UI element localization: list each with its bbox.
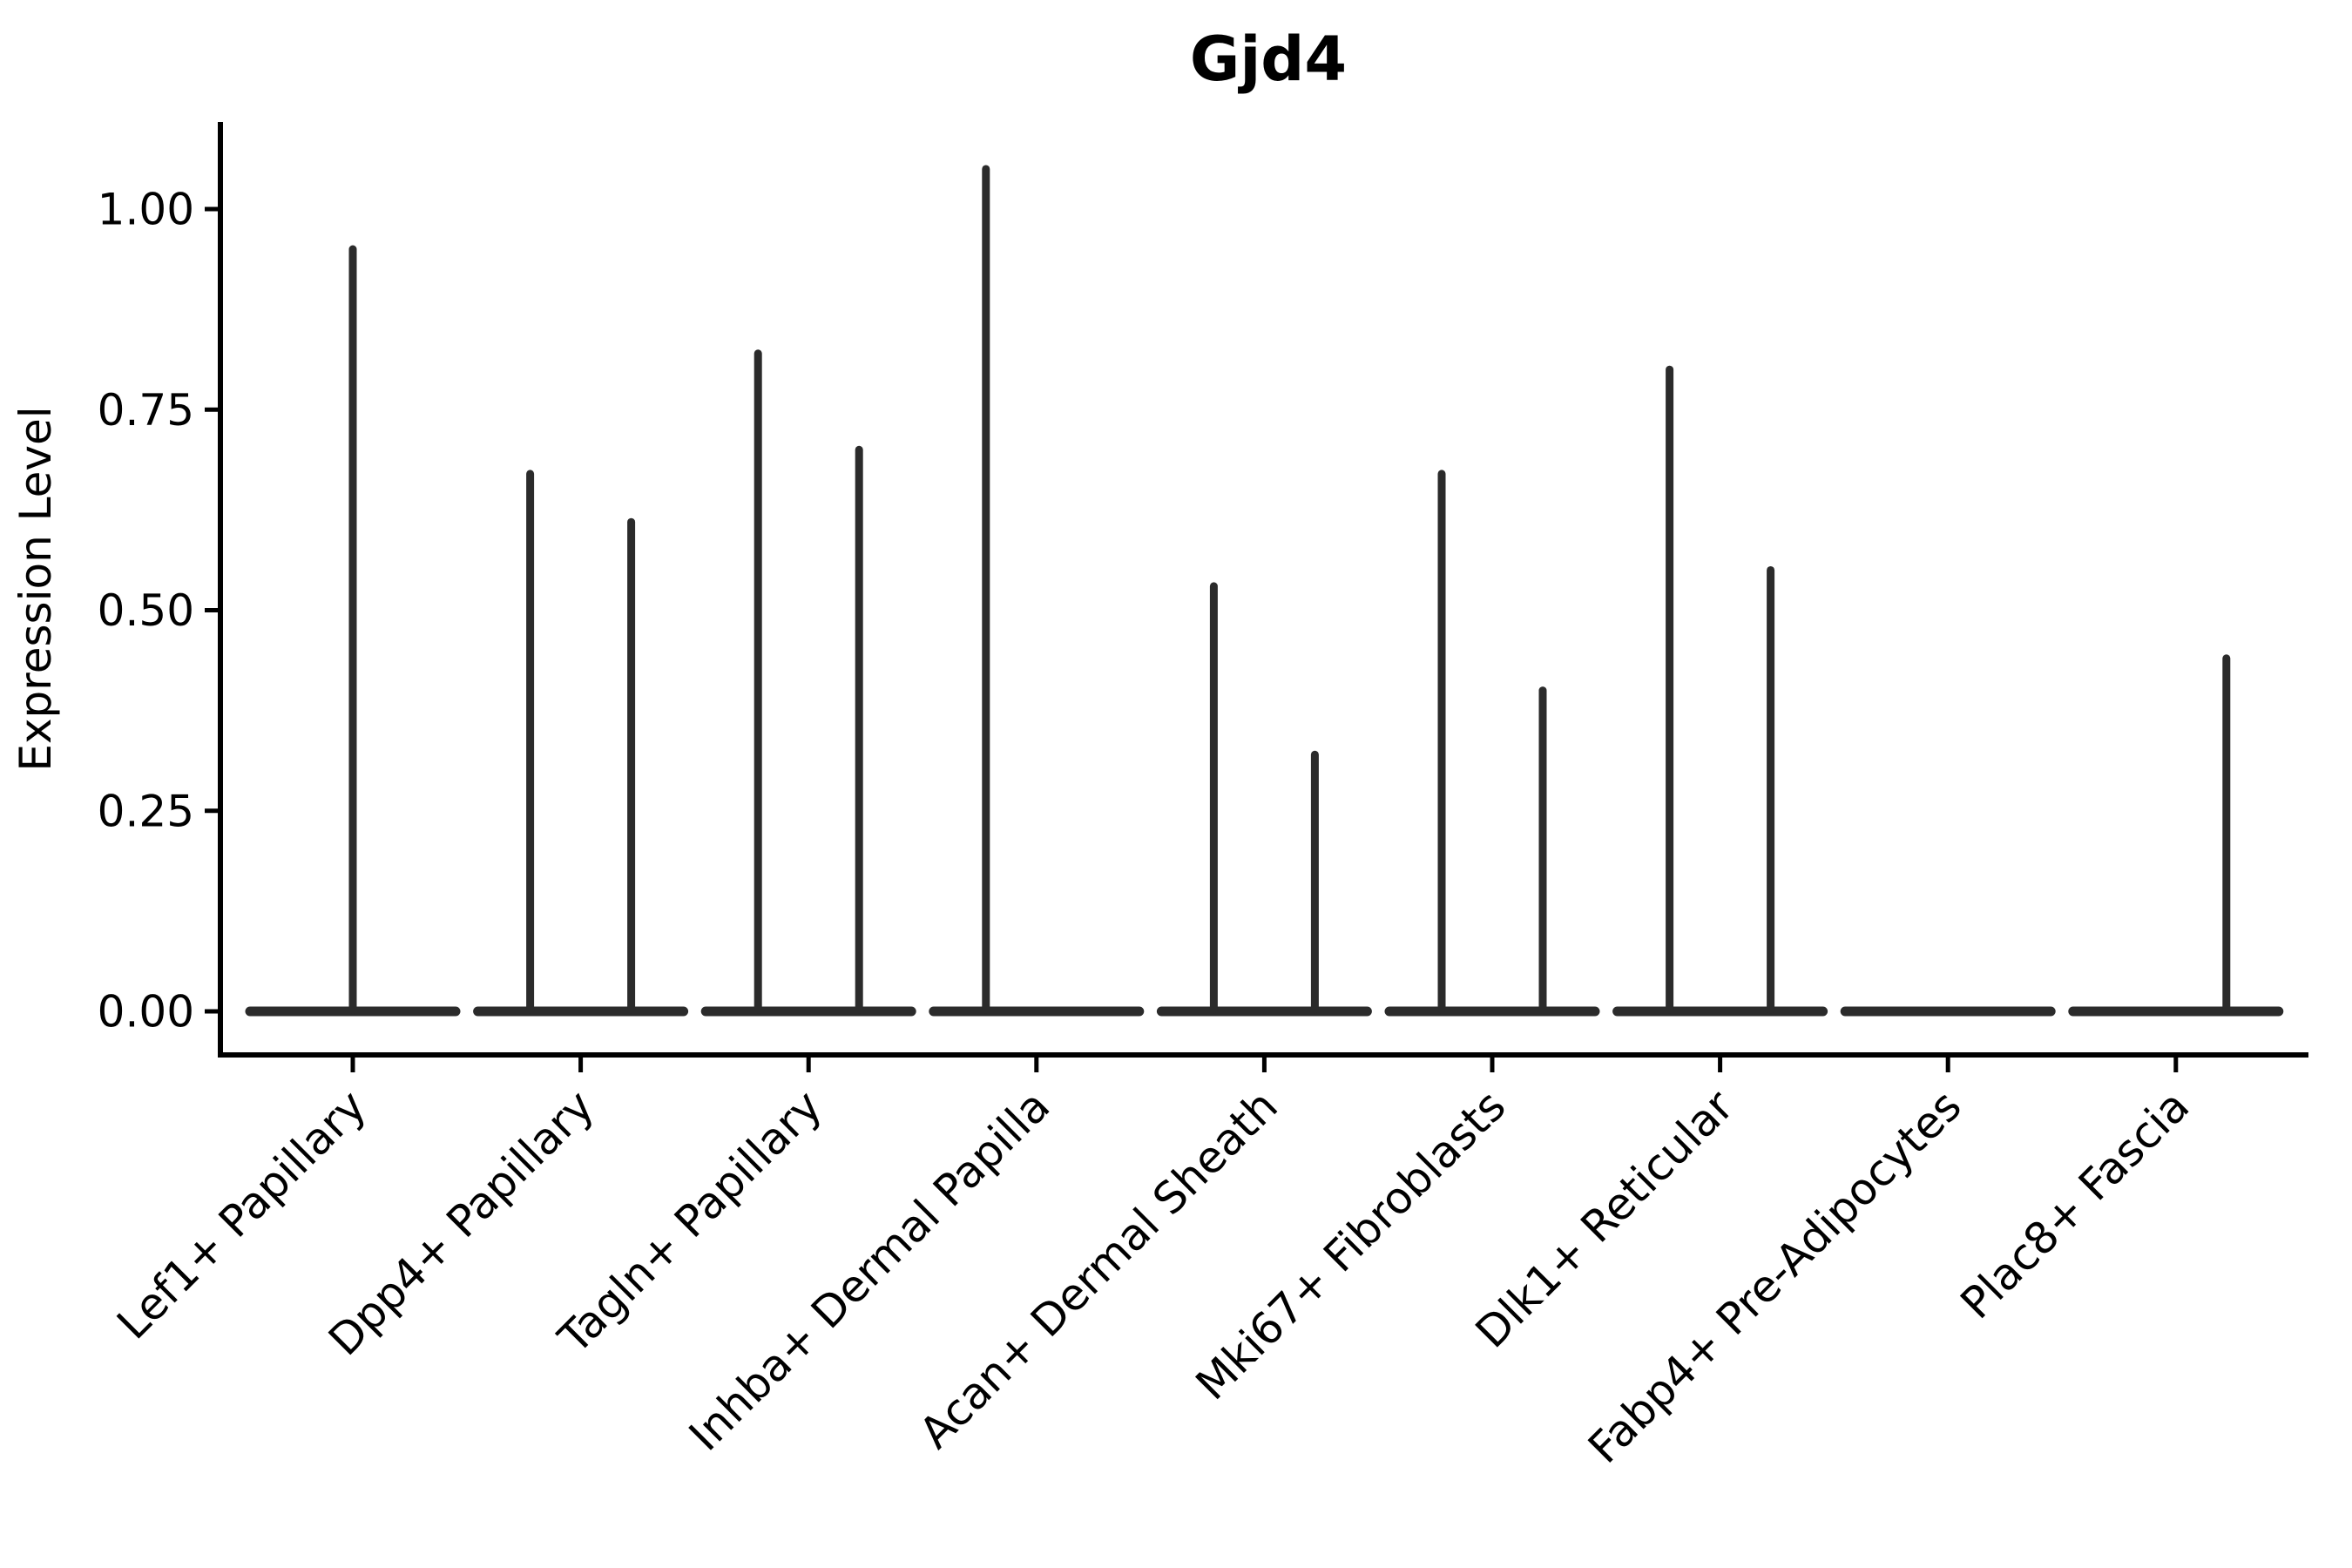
violin-5	[1156, 582, 1372, 1017]
violin-7	[1612, 365, 1828, 1017]
y-axis-label: Expression Level	[10, 406, 61, 771]
violin-layer	[245, 165, 2284, 1017]
plot-title: Gjd4	[1190, 24, 1347, 95]
violin-2	[473, 470, 689, 1017]
violin-6	[1384, 470, 1600, 1017]
violin-4	[929, 165, 1145, 1017]
y-tick-label: 1.00	[98, 185, 194, 235]
x-tick-label: Fabp4+ Pre-Adipocytes	[1578, 1080, 1971, 1473]
violin-9	[2068, 654, 2284, 1017]
y-tick-label: 0.00	[98, 987, 194, 1037]
y-tick-label: 0.25	[98, 786, 194, 836]
y-tick-label: 0.50	[98, 585, 194, 636]
violin-3	[700, 349, 916, 1017]
violin-1	[245, 245, 461, 1017]
y-tick-label: 0.75	[98, 385, 194, 436]
x-tick-label: Inhba+ Dermal Papilla	[679, 1080, 1059, 1460]
x-tick-label: Lef1+ Papillary	[107, 1080, 375, 1348]
x-tick-label: Plac8+ Fascia	[1951, 1080, 2200, 1328]
